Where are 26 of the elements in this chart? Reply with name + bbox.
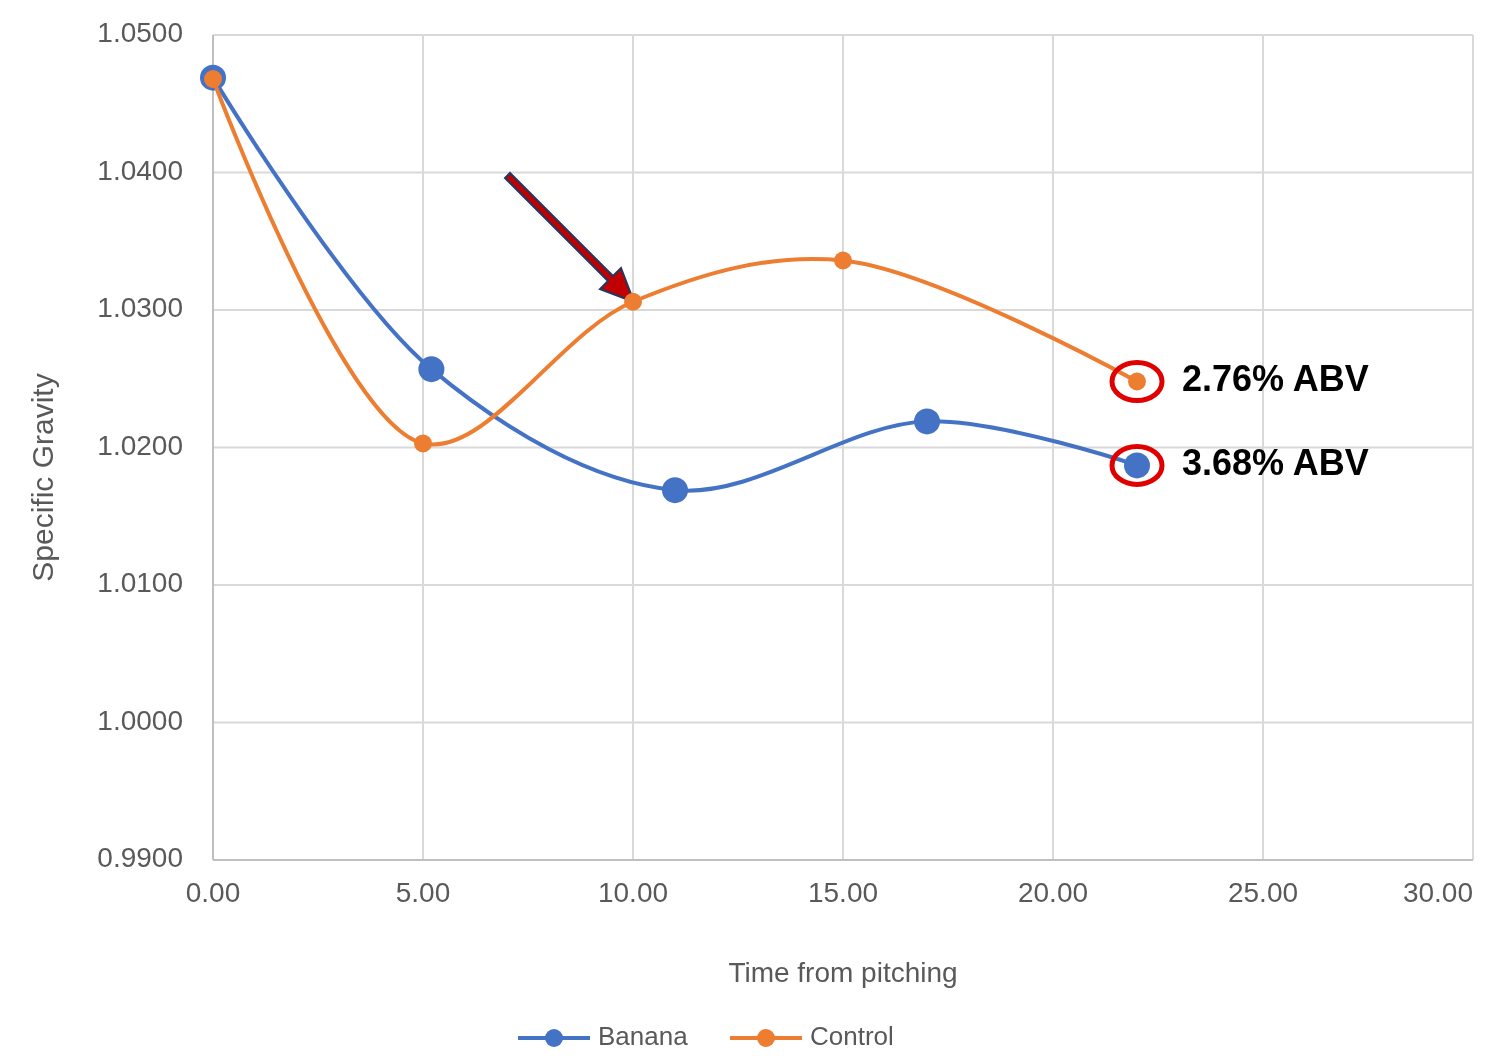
y-tick-label: 1.0000 [97,704,183,736]
annotation: 3.68% ABV [1182,441,1369,483]
x-tick-label: 20.00 [1017,877,1089,908]
y-tick-label: 1.0400 [97,154,183,186]
x-axis-title: Time from pitching [728,957,958,988]
y-tick-label: 1.0300 [97,292,183,324]
x-tick-label: 0.00 [185,877,241,908]
annotation: 2.76% ABV [1182,358,1369,400]
y-tick-label: 1.0100 [97,567,183,599]
point [414,434,432,453]
point [624,292,642,311]
x-tick-label: 5.00 [395,877,451,908]
legend-label: Banana [598,1020,689,1051]
y-tick-label: 1.0500 [97,17,183,49]
point [418,356,445,383]
x-tick-label: 15.00 [807,877,879,908]
x-tick-label: 30.00 [1402,877,1473,908]
y-tick-label: 1.0200 [97,429,183,461]
y-tick-label: 0.9900 [97,842,183,874]
legend-label: Control [810,1020,894,1051]
point [914,408,940,435]
x-tick-label: 10.00 [597,877,669,908]
point [662,477,688,504]
y-axis-title: Specific Gravity [26,373,59,582]
x-tick-label: 25.00 [1227,877,1299,908]
point [834,251,852,270]
